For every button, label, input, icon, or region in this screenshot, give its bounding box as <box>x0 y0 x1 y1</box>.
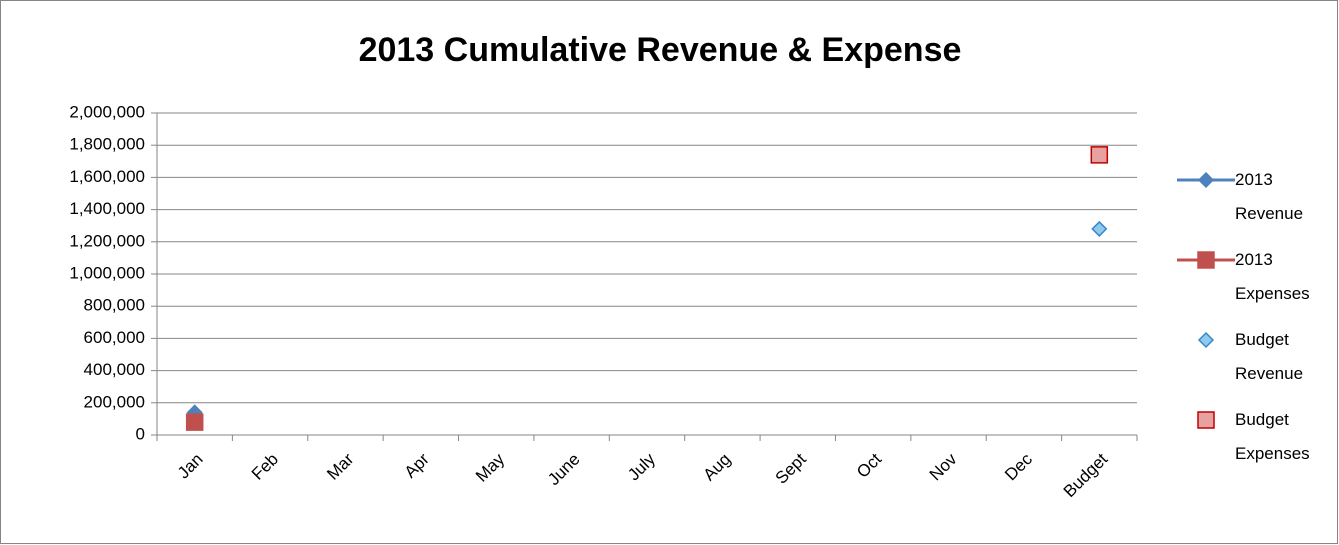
legend-marker <box>1197 251 1215 269</box>
legend-marker <box>1197 171 1215 189</box>
y-tick-label: 0 <box>136 424 145 443</box>
chart-title: 2013 Cumulative Revenue & Expense <box>359 31 962 69</box>
y-tick-label: 1,800,000 <box>69 135 145 154</box>
legend-marker <box>1197 331 1215 349</box>
y-tick-label: 200,000 <box>84 392 145 411</box>
legend-marker <box>1197 411 1215 429</box>
y-tick-label: 2,000,000 <box>69 102 145 121</box>
legend-label: Budget Expenses <box>1235 410 1310 463</box>
y-tick-label: 1,200,000 <box>69 231 145 250</box>
data-point <box>1091 220 1108 237</box>
y-tick-label: 1,000,000 <box>69 263 145 282</box>
legend-label: 2013 Revenue <box>1235 170 1304 223</box>
data-point <box>185 413 204 431</box>
legend-label: 2013 Expenses <box>1235 250 1310 303</box>
legend-label: Budget Revenue <box>1235 330 1304 383</box>
data-point <box>1090 146 1109 164</box>
y-tick-label: 600,000 <box>84 328 145 347</box>
y-tick-label: 400,000 <box>84 360 145 379</box>
y-tick-label: 800,000 <box>84 296 145 315</box>
y-tick-label: 1,600,000 <box>69 167 145 186</box>
y-tick-label: 1,400,000 <box>69 199 145 218</box>
